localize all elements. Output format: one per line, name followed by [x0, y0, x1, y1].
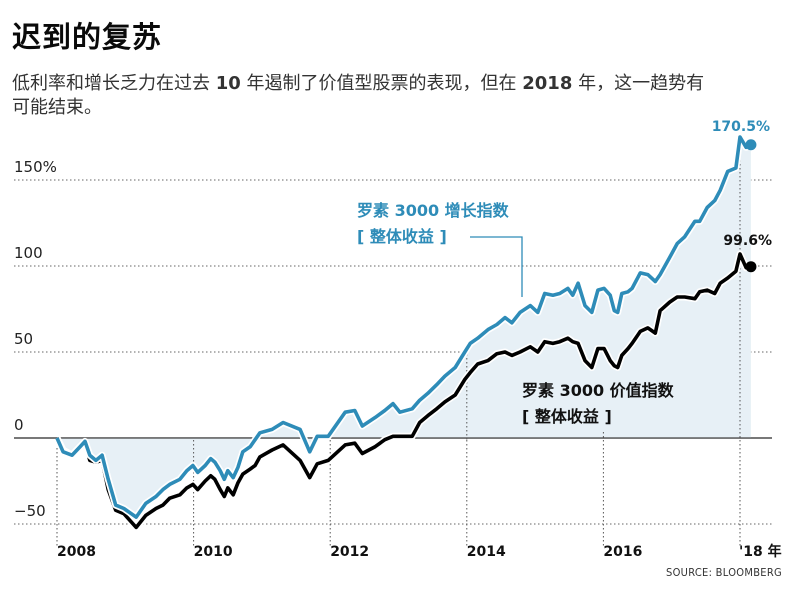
annotations: 罗素 3000 增长指数 [ 整体收益 ] 罗素 3000 价值指数 [ 整体收…	[357, 119, 772, 426]
subtitle-text-3: 年，这一趋势有可能结束。	[12, 73, 705, 118]
y-tick-label: 100	[14, 244, 43, 262]
value-series-sublabel: [ 整体收益 ]	[522, 407, 612, 426]
subtitle-bold-2: 2018	[522, 73, 573, 94]
series-lines	[53, 133, 757, 531]
growth-label-leader-line	[470, 236, 523, 297]
value-end-point	[745, 261, 757, 273]
x-tick-label: 2010	[194, 544, 233, 560]
growth-leader-line	[470, 236, 523, 297]
value-series-line	[55, 252, 752, 530]
chart-title: 迟到的复苏	[12, 20, 163, 54]
y-tick-label: −50	[14, 502, 46, 520]
x-tick-label: 2008	[57, 544, 96, 560]
subtitle-text-1: 低利率和增长乏力在过去	[12, 73, 216, 94]
growth-area-fill	[57, 137, 751, 518]
growth-end-point	[745, 139, 757, 151]
value-series-label: 罗素 3000 价值指数	[522, 381, 675, 400]
negative-area-fill	[57, 438, 751, 518]
x-axis-tick-labels: 2008 2010 2012 2014 2016 '18 年	[57, 543, 782, 560]
x-tick-label: 2016	[603, 544, 642, 560]
source-note: SOURCE: BLOOMBERG	[666, 566, 782, 579]
y-tick-label: 50	[14, 330, 33, 348]
x-tick-label: 2012	[330, 544, 369, 560]
x-gridlines	[56, 140, 741, 548]
y-tick-label: 0	[14, 416, 24, 434]
x-tick-label: '18 年	[739, 543, 782, 560]
y-tick-label: 150%	[14, 158, 57, 176]
value-end-label: 99.6%	[723, 233, 772, 249]
x-tick-label: 2014	[467, 544, 506, 560]
growth-series-line	[55, 135, 752, 519]
growth-series-label: 罗素 3000 增长指数	[357, 201, 510, 220]
growth-series-sublabel: [ 整体收益 ]	[357, 227, 447, 246]
chart-subtitle: 低利率和增长乏力在过去 10 年遏制了价值型股票的表现，但在 2018 年，这一…	[12, 72, 712, 120]
subtitle-text-2: 年遏制了价值型股票的表现，但在	[240, 73, 523, 94]
subtitle-bold-1: 10	[215, 73, 241, 94]
growth-end-label: 170.5%	[712, 119, 770, 135]
y-axis-tick-labels: 150% 100 50 0 −50	[14, 158, 57, 520]
